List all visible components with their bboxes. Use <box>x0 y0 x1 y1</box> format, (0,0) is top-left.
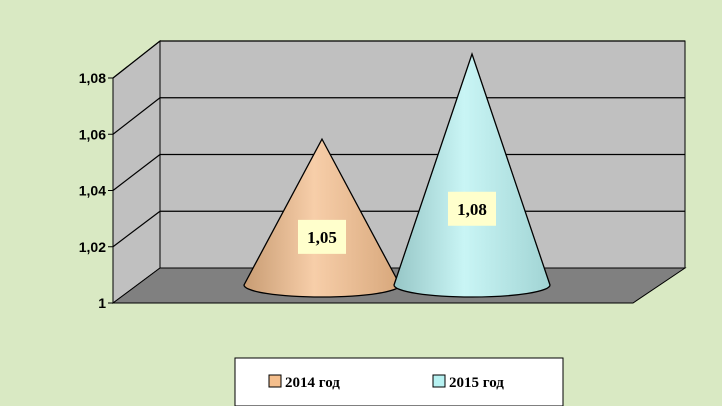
y-tick-label: 1,08 <box>79 70 106 86</box>
data-label-box <box>298 219 346 254</box>
gridline-side <box>112 97 161 135</box>
legend-swatch-2015 <box>432 374 446 388</box>
cone-series <box>243 51 551 298</box>
gridline-side <box>112 40 161 79</box>
cone-2014 <box>243 137 401 298</box>
data-label-2015: 1,08 <box>457 200 487 219</box>
legend-label-2015: 2015 год <box>449 375 504 391</box>
gridline-side <box>112 154 161 191</box>
y-tick-label: 1 <box>98 295 106 311</box>
legend-label-2014: 2014 год <box>285 375 340 391</box>
data-label-box <box>448 191 496 226</box>
legend-swatch-2014 <box>268 374 282 388</box>
cone-2015 <box>393 51 551 298</box>
y-tick-label: 1,02 <box>79 239 106 255</box>
legend: 2014 год 2015 год <box>234 357 564 407</box>
gridlines <box>112 40 685 248</box>
gridline-side <box>112 210 161 248</box>
data-labels: 1,05 1,08 <box>298 191 496 254</box>
data-label-2014: 1,05 <box>307 228 337 247</box>
y-tick-label: 1,04 <box>79 183 106 199</box>
y-axis-ticks: 1 1,02 1,04 1,06 1,08 <box>79 70 113 311</box>
y-tick-label: 1,06 <box>79 126 106 142</box>
